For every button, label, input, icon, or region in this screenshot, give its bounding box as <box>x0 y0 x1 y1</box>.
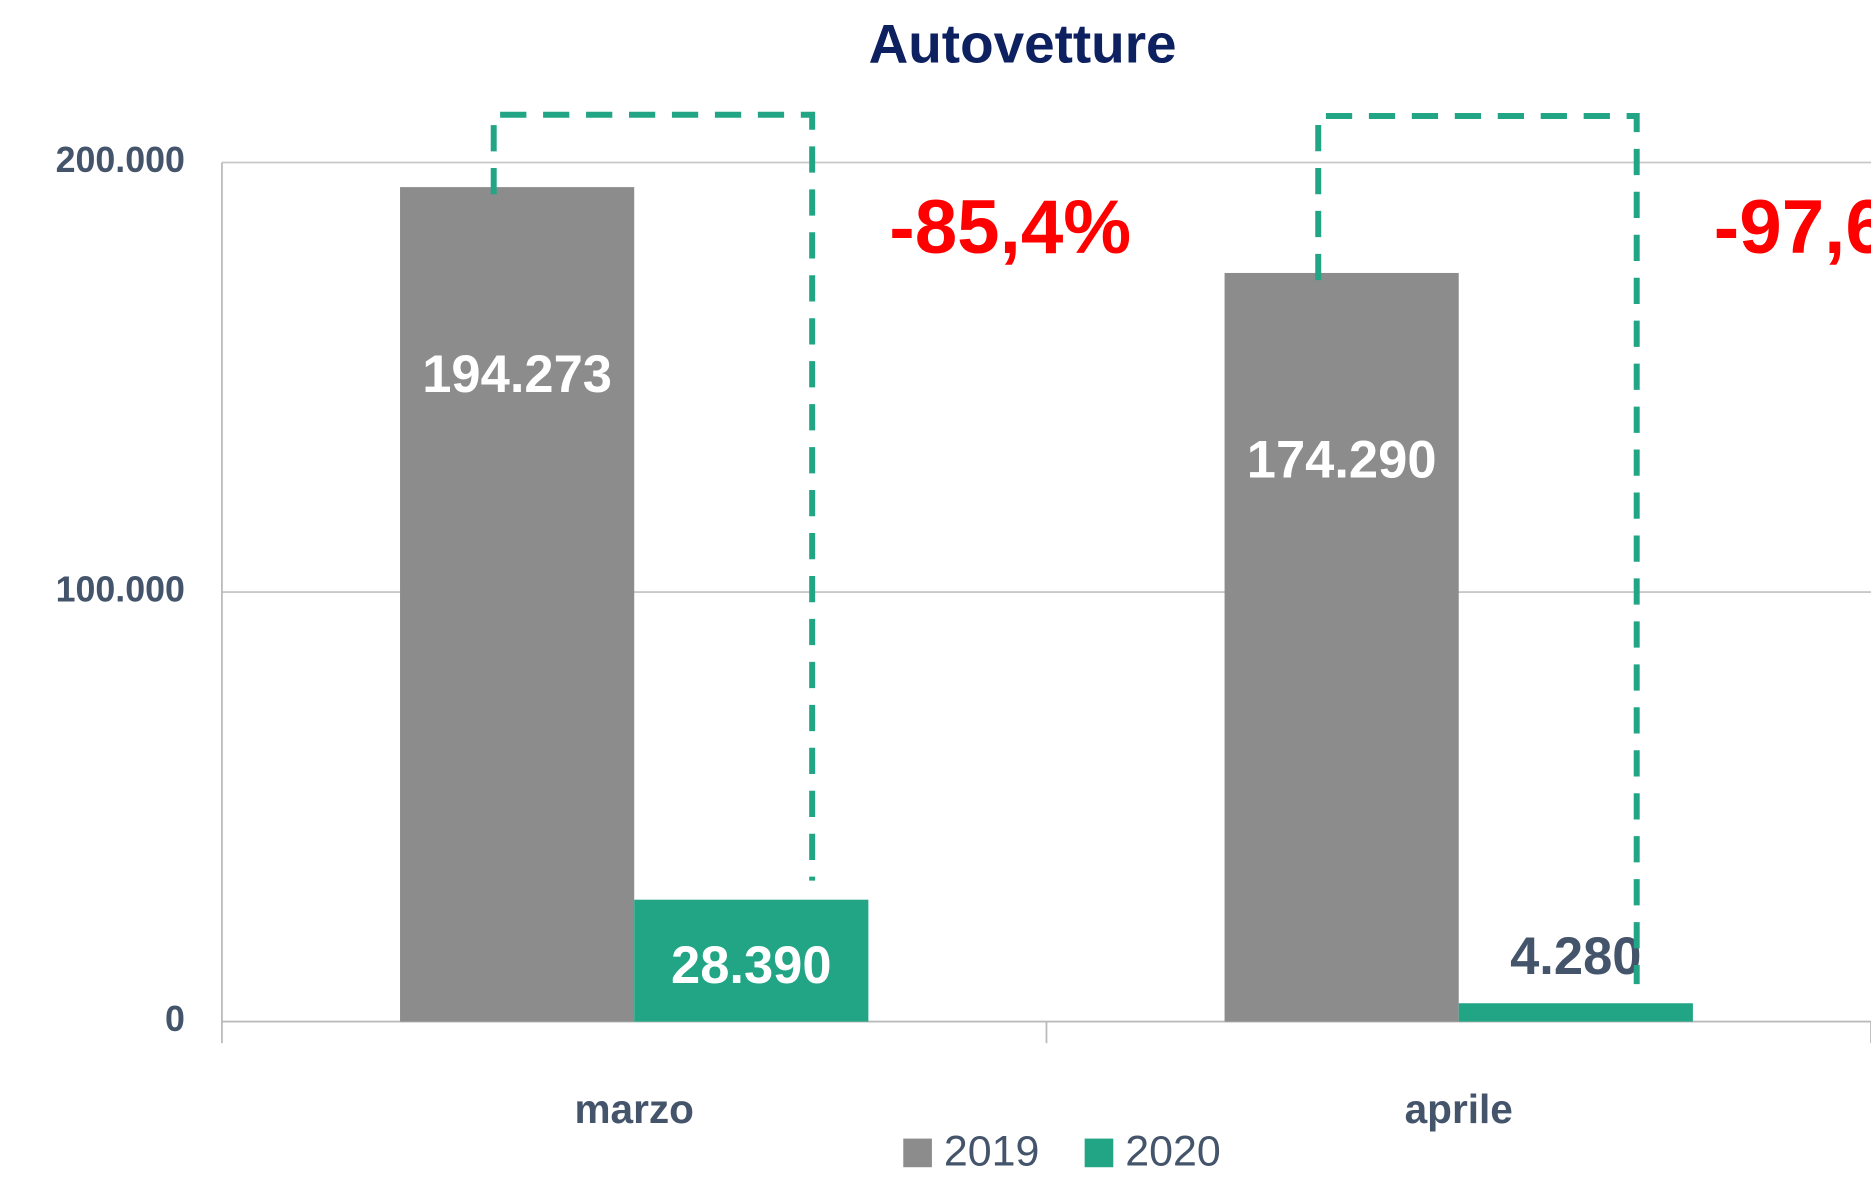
y-tick-label: 0 <box>165 999 185 1039</box>
change-bracket <box>1315 112 1640 985</box>
bar <box>634 899 869 1022</box>
chart-title: Autovetture <box>869 12 1177 74</box>
y-tick-label: 200.000 <box>56 140 185 180</box>
legend-swatch <box>903 1138 932 1168</box>
value-label: 4.280 <box>1510 927 1641 986</box>
value-label: 194.273 <box>422 345 612 404</box>
value-label: 28.390 <box>671 936 832 995</box>
annotation: -97,6% <box>1714 185 1871 270</box>
legend-label: 2019 <box>944 1127 1040 1175</box>
bar <box>1458 1003 1693 1022</box>
change-bracket <box>490 111 816 881</box>
bar <box>400 187 635 1022</box>
legend-label: 2020 <box>1125 1127 1221 1175</box>
legend-swatch <box>1084 1138 1114 1168</box>
annotation: -85,4% <box>889 185 1131 270</box>
y-tick-label: 100.000 <box>56 570 185 610</box>
x-tick-label: aprile <box>1405 1086 1513 1132</box>
value-label: 174.290 <box>1247 431 1437 490</box>
bar <box>1224 272 1459 1022</box>
x-tick-label: marzo <box>574 1086 693 1132</box>
